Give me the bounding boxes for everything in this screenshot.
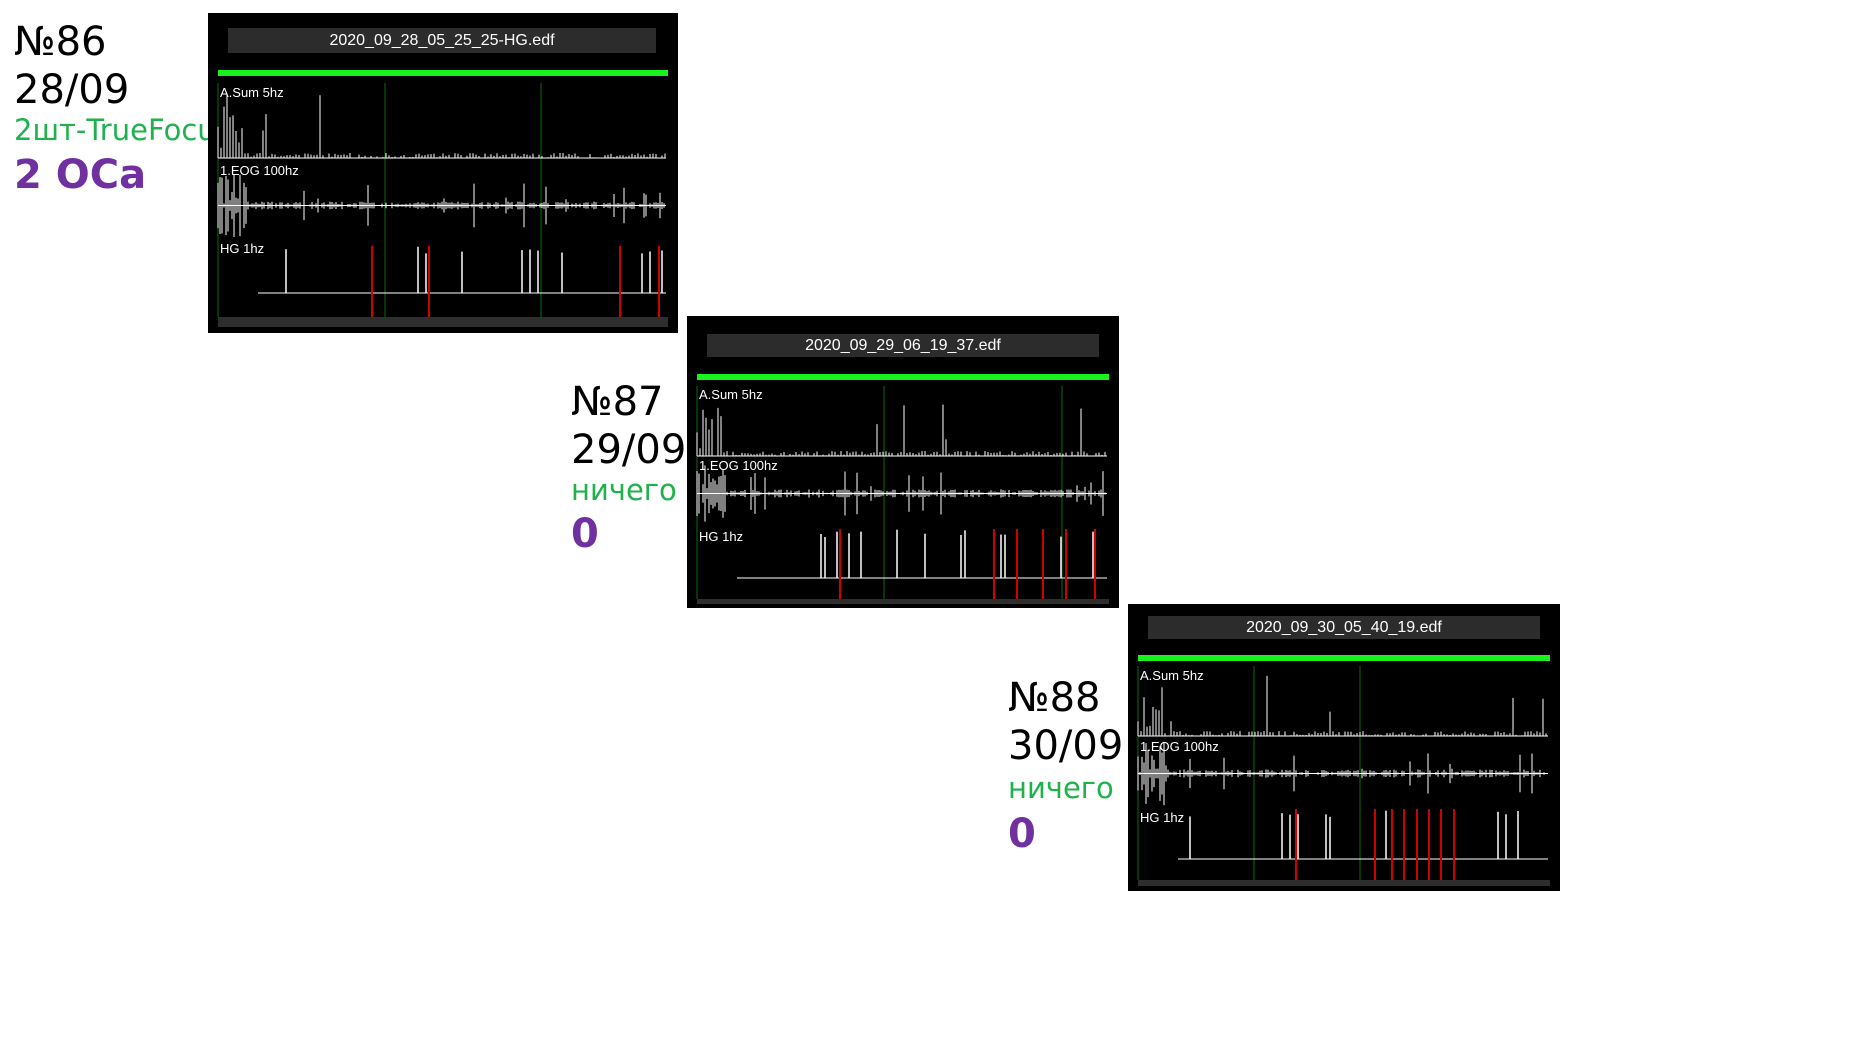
signal-plot: [217, 83, 666, 317]
channel-label-sum: A.Sum 5hz: [699, 387, 763, 402]
record-date-86: 28/09: [14, 67, 130, 113]
progress-bar: [218, 70, 668, 76]
channel-label-eog: 1.EOG 100hz: [1140, 739, 1219, 754]
scroll-bar[interactable]: [1138, 880, 1550, 886]
record-note-88: ничего: [1008, 771, 1114, 805]
edf-screenshot-88: 2020_09_30_05_40_19.edf A.Sum 5hz 1.EOG …: [1128, 604, 1560, 891]
filename-bar: 2020_09_30_05_40_19.edf: [1148, 616, 1540, 639]
record-number-88: №88: [1008, 675, 1101, 721]
progress-bar: [697, 374, 1109, 380]
channel-label-hg: HG 1hz: [220, 241, 265, 256]
channel-label-eog: 1.EOG 100hz: [699, 458, 778, 473]
scroll-bar[interactable]: [697, 599, 1109, 604]
record-count-87: 0: [571, 511, 599, 557]
channel-label-eog: 1.EOG 100hz: [220, 163, 299, 178]
channel-label-sum: A.Sum 5hz: [1140, 668, 1204, 683]
record-number-86: №86: [14, 19, 107, 65]
progress-bar: [1138, 655, 1550, 661]
record-date-87: 29/09: [571, 427, 687, 473]
channel-label-hg: HG 1hz: [1140, 810, 1185, 825]
signal-plot: [1137, 666, 1548, 880]
edf-screenshot-87: 2020_09_29_06_19_37.edf A.Sum 5hz 1.EOG …: [687, 316, 1119, 608]
record-count-88: 0: [1008, 811, 1036, 857]
edf-screenshot-86: 2020_09_28_05_25_25-HG.edf A.Sum 5hz 1.E…: [208, 13, 678, 333]
record-note-86: 2шт-TrueFocus: [14, 113, 231, 147]
channel-label-sum: A.Sum 5hz: [220, 85, 284, 100]
filename-bar: 2020_09_28_05_25_25-HG.edf: [228, 28, 656, 53]
record-count-86: 2 ОСа: [14, 152, 147, 198]
filename-bar: 2020_09_29_06_19_37.edf: [707, 334, 1099, 357]
record-note-87: ничего: [571, 473, 677, 507]
record-number-87: №87: [571, 379, 664, 425]
record-date-88: 30/09: [1008, 723, 1124, 769]
signal-plot: [696, 386, 1107, 599]
scroll-bar[interactable]: [218, 317, 668, 327]
channel-label-hg: HG 1hz: [699, 529, 744, 544]
